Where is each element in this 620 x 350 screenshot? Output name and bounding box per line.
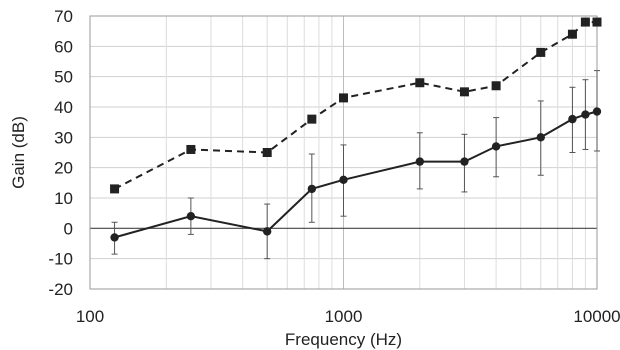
- series: [110, 17, 602, 242]
- error-bars: [111, 70, 600, 260]
- series-2-marker: [186, 212, 196, 221]
- y-tick-label: -10: [48, 250, 73, 269]
- y-tick-label: 50: [54, 68, 73, 87]
- series-1-marker: [415, 78, 425, 88]
- series-2-line: [114, 110, 598, 239]
- series-1-marker: [307, 114, 317, 124]
- series-1-marker: [262, 148, 272, 157]
- series-2-marker: [491, 142, 501, 151]
- y-tick-label: 70: [54, 7, 73, 26]
- series-2-marker: [339, 175, 348, 184]
- series-1-marker: [459, 87, 469, 97]
- series-1-marker: [536, 47, 546, 57]
- series-1-marker: [110, 184, 120, 194]
- x-tick-label: 10000: [573, 307, 620, 326]
- y-tick-label: 10: [54, 189, 73, 208]
- tick-labels: -20 -10 0 10 20 30 40 50 60 70 100 1000 10000: [48, 7, 620, 326]
- x-tick-label: 1000: [325, 307, 363, 326]
- axes: [89, 15, 598, 290]
- series-1-marker: [339, 93, 348, 103]
- series-1-marker: [580, 17, 590, 27]
- series-2-marker: [536, 133, 545, 142]
- series-2-marker: [307, 184, 317, 194]
- x-tick-label: 100: [76, 307, 104, 326]
- series-2-marker: [581, 110, 590, 119]
- series-2-marker: [460, 157, 469, 166]
- series-2-marker: [568, 114, 577, 124]
- series-2-marker: [592, 107, 602, 116]
- y-tick-label: 40: [54, 98, 73, 117]
- x-axis-title: Frequency (Hz): [285, 330, 402, 349]
- y-tick-label: 0: [64, 219, 73, 238]
- series-1-marker: [491, 81, 501, 91]
- y-tick-label: -20: [48, 280, 73, 299]
- series-2-marker: [415, 157, 425, 166]
- series-2-marker: [262, 227, 272, 236]
- y-tick-label: 60: [54, 37, 73, 56]
- plot-frame: [89, 15, 598, 290]
- y-axis-title: Gain (dB): [9, 116, 28, 189]
- series-2-marker: [110, 233, 119, 242]
- series-1-line: [114, 21, 597, 190]
- series-1-marker: [567, 29, 577, 39]
- y-tick-label: 30: [54, 128, 73, 147]
- y-tick-label: 20: [54, 159, 73, 178]
- series-1-marker: [592, 17, 602, 27]
- series-1-marker: [186, 144, 196, 154]
